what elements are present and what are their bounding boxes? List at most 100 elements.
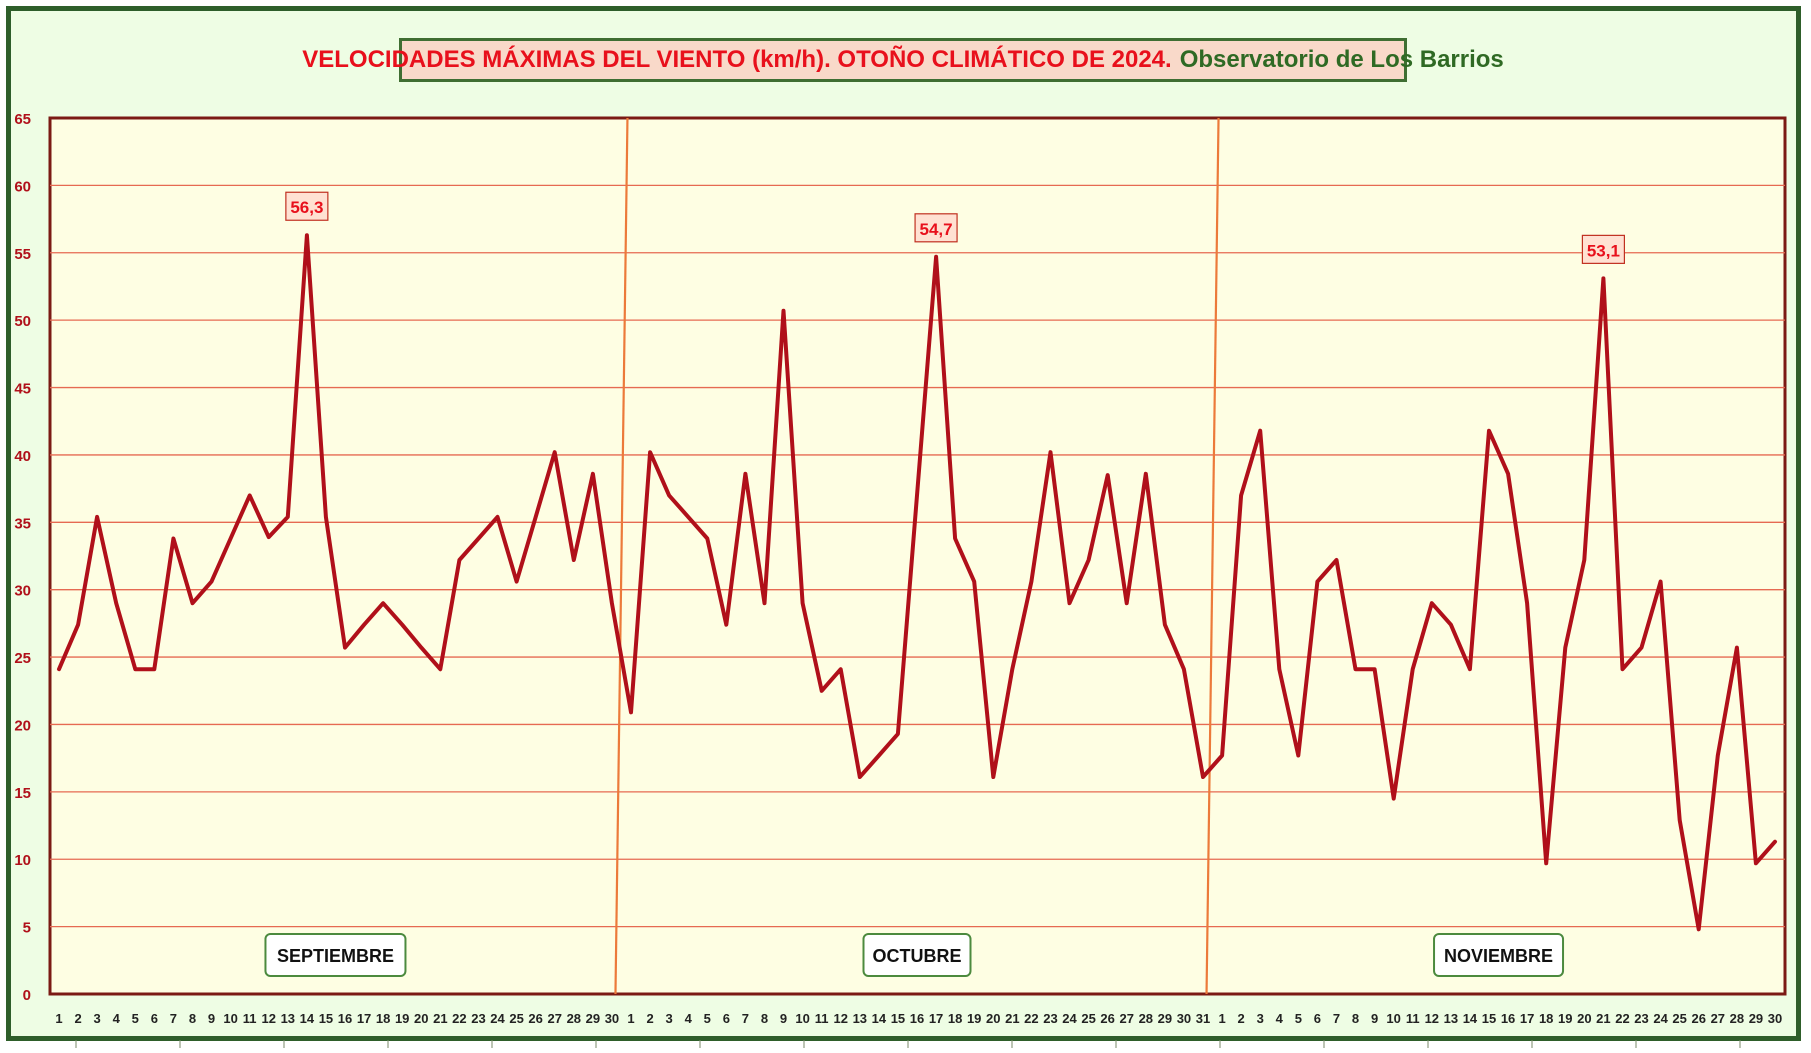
peak-label: 53,1 (1587, 241, 1620, 260)
month-label-noviembre: NOVIEMBRE (1433, 933, 1565, 977)
data-point (877, 753, 881, 757)
data-point (95, 515, 99, 519)
data-point (1506, 472, 1510, 476)
x-tick-label: 30 (1768, 1011, 1782, 1026)
chart-subtitle: Observatorio de Los Barrios (1179, 46, 1504, 73)
y-tick-label: 35 (14, 515, 31, 532)
data-point (1544, 861, 1548, 865)
data-point (991, 775, 995, 779)
x-tick-label: 21 (1005, 1011, 1019, 1026)
x-tick-label: 19 (967, 1011, 981, 1026)
x-tick-label: 17 (357, 1011, 371, 1026)
data-point (1601, 276, 1605, 280)
x-tick-label: 5 (132, 1011, 139, 1026)
x-tick-label: 10 (795, 1011, 809, 1026)
data-point (1068, 601, 1072, 605)
x-tick-label: 20 (1577, 1011, 1591, 1026)
x-tick-label: 30 (1177, 1011, 1191, 1026)
x-tick-label: 28 (1730, 1011, 1744, 1026)
data-point (1144, 472, 1148, 476)
chart-title: VELOCIDADES MÁXIMAS DEL VIENTO (km/h). O… (302, 46, 1172, 73)
data-point (572, 558, 576, 562)
x-tick-label: 2 (1238, 1011, 1245, 1026)
y-tick-label: 55 (14, 246, 31, 263)
data-point (553, 450, 557, 454)
data-point (1582, 558, 1586, 562)
month-label-septiembre: SEPTIEMBRE (264, 933, 407, 977)
data-point (1220, 753, 1224, 757)
data-point (1354, 667, 1358, 671)
data-point (324, 515, 328, 519)
data-point (305, 233, 309, 237)
data-point (1659, 580, 1663, 584)
y-tick-label: 20 (14, 717, 31, 734)
x-tick-label: 5 (704, 1011, 711, 1026)
x-tick-label: 27 (547, 1011, 561, 1026)
data-point (1106, 473, 1110, 477)
x-tick-label: 16 (338, 1011, 352, 1026)
x-tick-label: 28 (1139, 1011, 1153, 1026)
data-point (705, 536, 709, 540)
x-tick-label: 14 (1463, 1011, 1478, 1026)
data-point (1640, 646, 1644, 650)
x-tick-label: 6 (1314, 1011, 1321, 1026)
x-tick-label: 17 (1520, 1011, 1534, 1026)
peak-label-box (285, 191, 329, 221)
x-tick-label: 1 (627, 1011, 634, 1026)
x-tick-label: 8 (761, 1011, 768, 1026)
y-tick-label: 65 (14, 111, 31, 128)
data-point (801, 601, 805, 605)
x-tick-label: 16 (1501, 1011, 1515, 1026)
x-tick-label: 13 (853, 1011, 867, 1026)
x-tick-label: 24 (1062, 1011, 1077, 1026)
x-tick-label: 29 (1158, 1011, 1172, 1026)
x-tick-label: 20 (986, 1011, 1000, 1026)
data-point (667, 493, 671, 497)
x-tick-label: 23 (1634, 1011, 1648, 1026)
month-label-text: OCTUBRE (873, 946, 962, 966)
data-point (229, 536, 233, 540)
peak-annotation: 54,7 (914, 213, 958, 243)
x-tick-label: 22 (452, 1011, 466, 1026)
month-divider (614, 117, 629, 995)
data-point (362, 623, 366, 627)
x-tick-label: 30 (605, 1011, 619, 1026)
peak-label-box (1581, 234, 1626, 264)
data-point (839, 667, 843, 671)
data-point (1163, 623, 1167, 627)
data-point (1716, 753, 1720, 757)
data-point (496, 515, 500, 519)
data-point (400, 623, 404, 627)
data-point (267, 535, 271, 539)
data-point (457, 558, 461, 562)
x-tick-label: 6 (723, 1011, 730, 1026)
data-point (972, 580, 976, 584)
x-tick-label: 5 (1295, 1011, 1302, 1026)
x-tick-label: 8 (1352, 1011, 1359, 1026)
data-point (1449, 623, 1453, 627)
data-point (438, 667, 442, 671)
x-tick-label: 28 (567, 1011, 581, 1026)
x-tick-label: 8 (189, 1011, 196, 1026)
data-point (686, 515, 690, 519)
x-tick-label: 18 (948, 1011, 962, 1026)
peak-label: 56,3 (290, 198, 323, 217)
series-line (57, 233, 1777, 932)
data-point (114, 601, 118, 605)
data-point (76, 623, 80, 627)
y-tick-label: 25 (14, 650, 31, 667)
x-tick-label: 24 (1653, 1011, 1668, 1026)
x-tick-label: 4 (113, 1011, 121, 1026)
x-tick-label: 14 (300, 1011, 315, 1026)
x-tick-label: 29 (1749, 1011, 1763, 1026)
data-point (820, 689, 824, 693)
y-tick-label: 50 (14, 313, 31, 330)
x-tick-label: 21 (1596, 1011, 1610, 1026)
x-tick-label: 12 (833, 1011, 847, 1026)
data-point (1201, 775, 1205, 779)
data-point (934, 255, 938, 259)
data-point (858, 775, 862, 779)
y-tick-label: 40 (14, 448, 31, 465)
x-tick-label: 16 (910, 1011, 924, 1026)
x-tick-label: 31 (1196, 1011, 1210, 1026)
